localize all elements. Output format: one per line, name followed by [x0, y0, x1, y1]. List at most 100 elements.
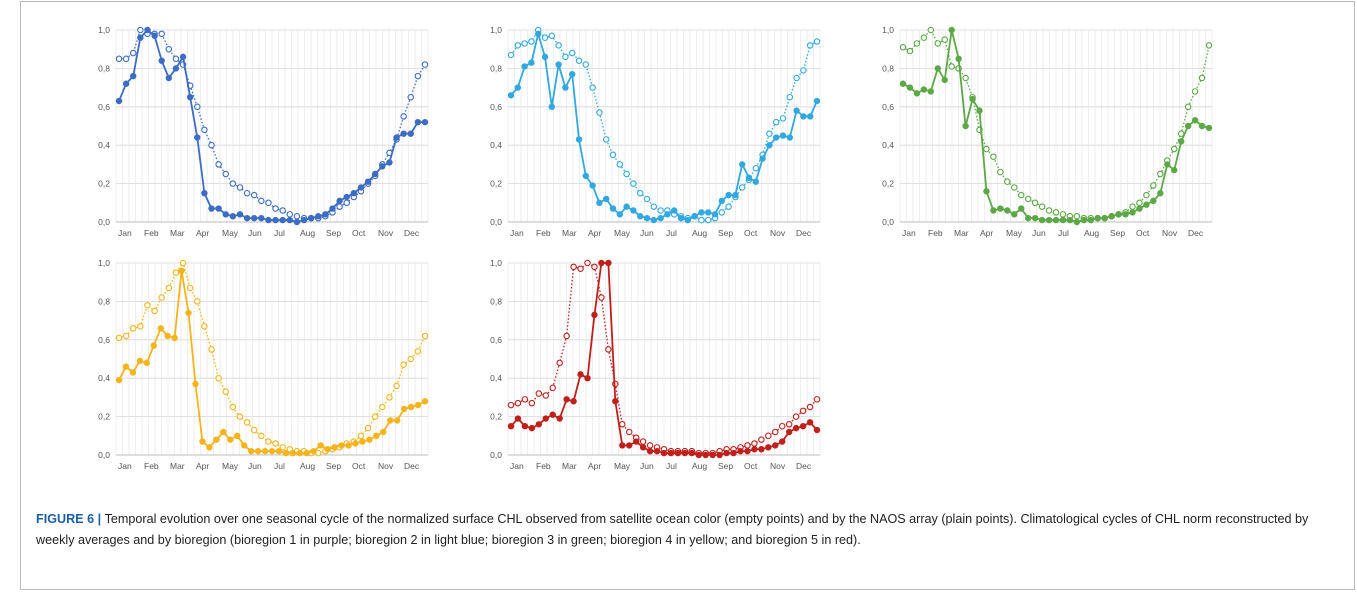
naos-series — [115, 267, 429, 457]
satellite-point — [786, 93, 794, 101]
naos-point — [307, 214, 315, 222]
chart-bioregion-3: 0,0 0,2 0,4 0,6 0,8 1,0 Jan Feb Mar Apr May Jun Jul A… — [870, 20, 1230, 250]
naos-point — [150, 342, 157, 349]
naos-point — [352, 440, 359, 447]
satellite-point — [990, 153, 997, 160]
naos-point — [1157, 189, 1164, 197]
naos-point — [387, 417, 394, 424]
satellite-point — [386, 394, 393, 401]
naos-series — [115, 26, 429, 226]
satellite-point — [364, 424, 372, 432]
satellite-point — [646, 442, 654, 449]
satellite-point — [568, 49, 576, 57]
naos-line — [510, 30, 818, 222]
satellite-point — [535, 390, 543, 397]
satellite-point — [548, 32, 556, 40]
satellite-point — [542, 392, 550, 399]
naos-point — [300, 216, 308, 224]
naos-point — [1129, 209, 1136, 216]
naos-point — [393, 134, 400, 141]
satellite-point — [1052, 209, 1060, 216]
x-tick-label: Sep — [718, 461, 733, 471]
y-tick-label: 0,8 — [490, 296, 502, 306]
satellite-point — [158, 294, 165, 301]
x-tick-label: May — [614, 461, 631, 471]
naos-point — [265, 216, 272, 224]
naos-point — [400, 405, 408, 413]
satellite-point — [616, 161, 624, 168]
satellite-point — [208, 346, 215, 353]
naos-point — [240, 442, 248, 449]
naos-point — [639, 444, 647, 451]
satellite-point — [379, 403, 386, 411]
naos-point — [1011, 211, 1018, 218]
y-tick-label: 0,4 — [490, 373, 502, 383]
satellite-point — [293, 212, 301, 220]
naos-point — [386, 159, 393, 166]
satellite-point — [1038, 203, 1046, 210]
satellite-point — [602, 136, 610, 143]
satellite-point — [521, 40, 528, 47]
naos-point — [179, 53, 187, 61]
satellite-point — [725, 203, 732, 210]
naos-point — [695, 451, 702, 459]
x-tick-label: Dec — [796, 461, 812, 471]
naos-point — [698, 209, 705, 216]
naos-point — [983, 188, 990, 195]
naos-point — [115, 376, 123, 384]
x-tick-label: Apr — [980, 228, 993, 238]
x-tick-label: Feb — [144, 228, 159, 238]
satellite-point — [236, 413, 244, 420]
naos-point — [407, 130, 414, 137]
satellite-point — [766, 130, 773, 137]
satellite-point — [598, 294, 605, 301]
satellite-point — [1045, 207, 1053, 214]
satellite-series — [115, 259, 429, 457]
naos-point — [373, 432, 380, 439]
naos-point — [421, 398, 429, 405]
naos-point — [920, 86, 928, 93]
naos-point — [660, 449, 668, 457]
satellite-point — [407, 93, 415, 101]
satellite-point — [137, 26, 144, 34]
naos-series — [507, 30, 821, 224]
chart-bioregion-1: 0,0 0,2 0,4 0,6 0,8 1,0 Jan Feb Mar Apr May Jun Jul A… — [86, 20, 446, 250]
x-tick-label: Sep — [1110, 228, 1125, 238]
satellite-point — [1150, 182, 1157, 189]
satellite-point — [286, 211, 294, 218]
naos-point — [1150, 197, 1157, 205]
naos-point — [1115, 211, 1122, 218]
satellite-point — [1205, 42, 1213, 49]
naos-point — [345, 442, 352, 449]
satellite-point — [562, 53, 569, 61]
naos-point — [400, 130, 407, 137]
naos-point — [275, 447, 283, 455]
satellite-point — [115, 334, 123, 342]
x-tick-label: Nov — [378, 228, 394, 238]
satellite-point — [158, 30, 165, 38]
satellite-point — [541, 34, 549, 41]
naos-point — [286, 216, 293, 224]
naos-point — [602, 195, 610, 203]
naos-point — [759, 155, 766, 162]
satellite-point — [1024, 195, 1032, 203]
satellite-point — [806, 403, 814, 411]
satellite-point — [636, 189, 644, 197]
naos-point — [1073, 218, 1081, 226]
naos-point — [158, 57, 165, 64]
x-tick-label: Dec — [1188, 228, 1204, 238]
x-tick-label: Aug — [300, 228, 315, 238]
naos-point — [723, 449, 730, 457]
satellite-point — [772, 428, 779, 436]
satellite-point — [507, 401, 515, 409]
naos-point — [186, 93, 194, 101]
y-tick-label: 0,4 — [882, 140, 894, 150]
naos-point — [322, 211, 329, 218]
naos-point — [393, 417, 401, 424]
naos-point — [220, 428, 227, 436]
x-tick-label: May — [222, 461, 239, 471]
satellite-point — [1191, 88, 1199, 95]
naos-point — [229, 213, 237, 220]
y-tick-label: 0,8 — [490, 63, 502, 73]
x-tick-label: Feb — [536, 228, 551, 238]
